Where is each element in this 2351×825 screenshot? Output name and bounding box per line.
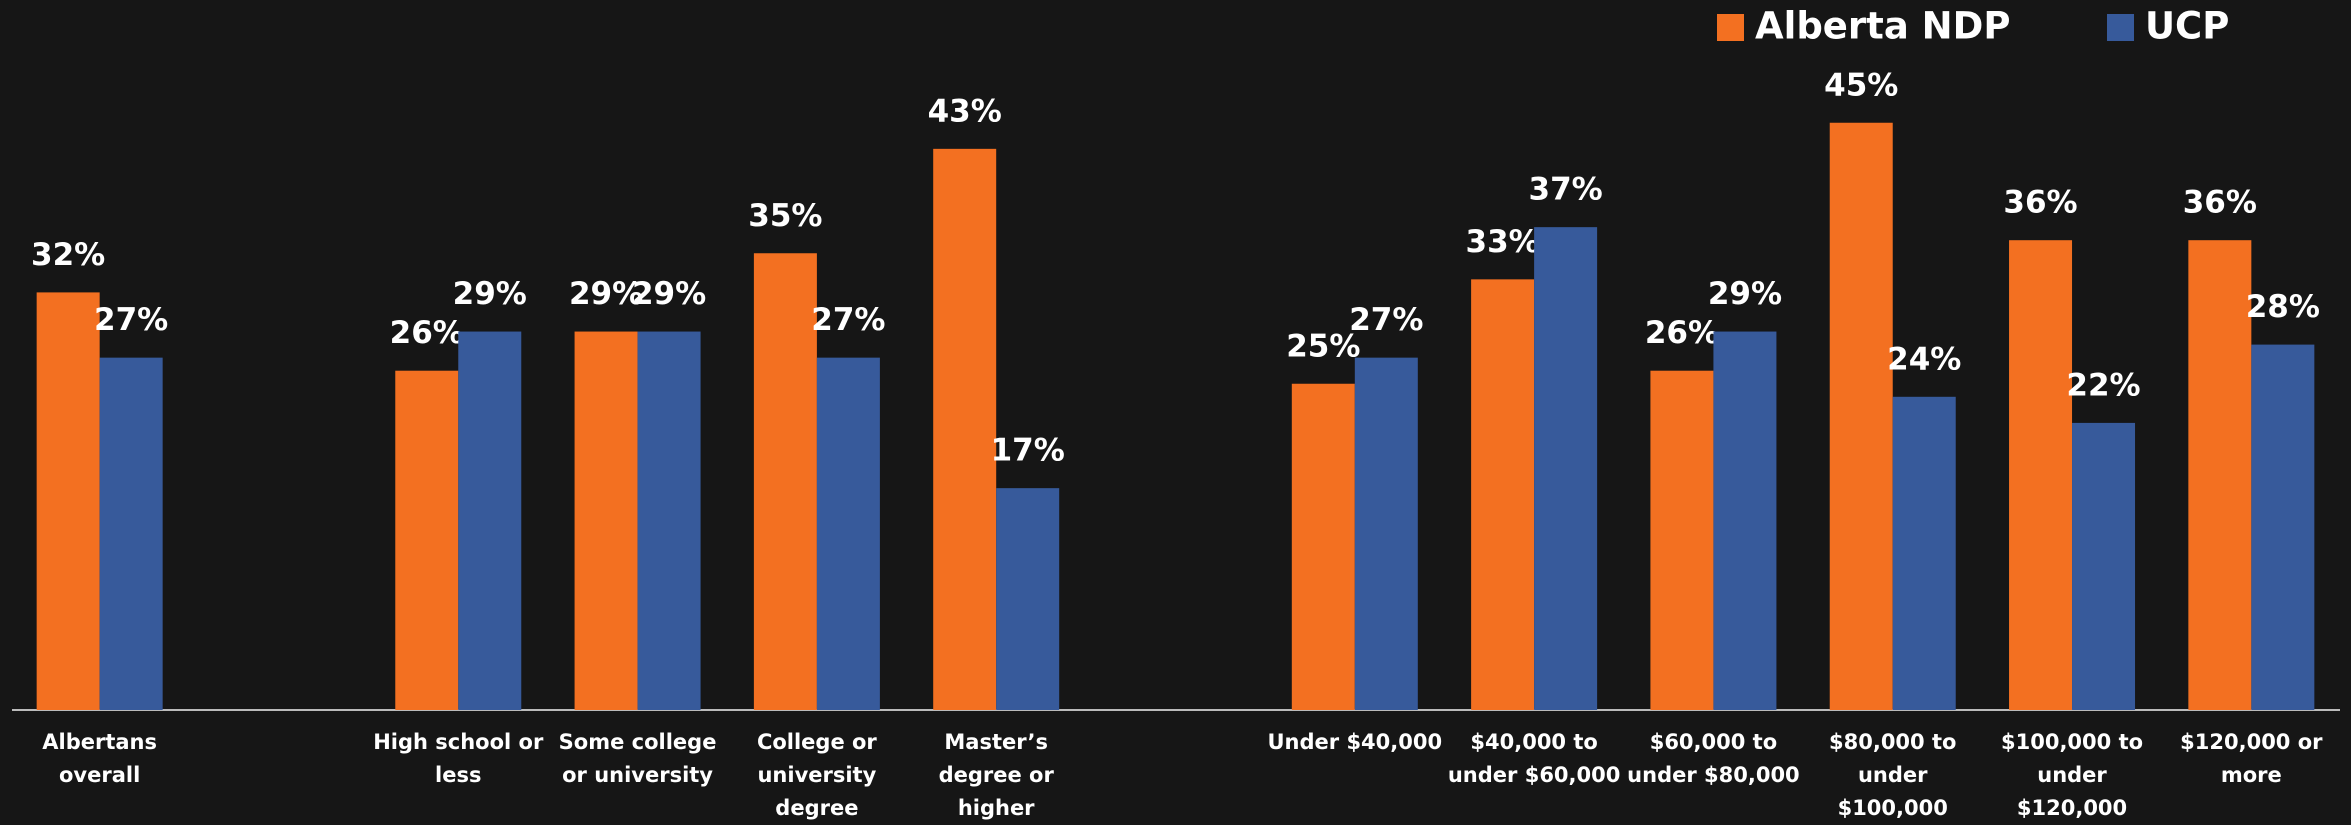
bar bbox=[1650, 370, 1714, 710]
x-tick-label: High school or less bbox=[373, 730, 544, 787]
data-label: 43% bbox=[928, 93, 1002, 129]
legend-label: UCP bbox=[2145, 5, 2229, 48]
bar bbox=[458, 331, 522, 710]
bar bbox=[816, 357, 880, 710]
data-label: 29% bbox=[632, 276, 706, 312]
data-label: 24% bbox=[1887, 341, 1961, 377]
legend-swatch bbox=[1717, 14, 1744, 41]
data-label: 26% bbox=[1645, 315, 1719, 351]
data-label: 29% bbox=[569, 276, 643, 312]
bar bbox=[395, 370, 459, 710]
x-tick-label: $120,000 or more bbox=[2180, 730, 2323, 787]
data-label: 29% bbox=[453, 276, 527, 312]
bar bbox=[1892, 396, 1956, 710]
data-label: 29% bbox=[1708, 276, 1782, 312]
legend-swatch bbox=[2107, 14, 2134, 41]
x-tick-label: Some college or university bbox=[558, 730, 717, 787]
bar bbox=[1354, 357, 1418, 710]
bar bbox=[2188, 240, 2252, 710]
data-label: 36% bbox=[2003, 185, 2077, 221]
data-label: 27% bbox=[94, 302, 168, 338]
data-label: 33% bbox=[1466, 224, 1540, 260]
bar bbox=[2251, 344, 2315, 710]
x-tick-label: $40,000 to under $60,000 bbox=[1447, 730, 1621, 787]
bar bbox=[2072, 422, 2136, 710]
data-label: 32% bbox=[31, 237, 105, 273]
data-label: 22% bbox=[2066, 367, 2140, 403]
data-label: 28% bbox=[2246, 289, 2320, 325]
data-label: 26% bbox=[390, 315, 464, 351]
bar bbox=[933, 148, 997, 711]
data-label: 17% bbox=[991, 433, 1065, 469]
bar bbox=[996, 488, 1060, 710]
data-label: 37% bbox=[1529, 172, 1603, 208]
bar bbox=[36, 292, 100, 710]
legend-label: Alberta NDP bbox=[1755, 5, 2010, 48]
data-label: 35% bbox=[748, 198, 822, 234]
data-label: 27% bbox=[1349, 302, 1423, 338]
bar bbox=[1534, 227, 1598, 710]
bar bbox=[1291, 383, 1355, 710]
bar bbox=[753, 253, 817, 710]
bar bbox=[99, 357, 163, 710]
bar bbox=[637, 331, 701, 710]
x-tick-label: $100,000 to under $120,000 bbox=[2001, 730, 2144, 820]
x-tick-label: $80,000 to under $100,000 bbox=[1829, 730, 1957, 820]
x-tick-label: $60,000 to under $80,000 bbox=[1627, 730, 1800, 787]
x-tick-label: Under $40,000 bbox=[1267, 730, 1443, 754]
data-label: 25% bbox=[1286, 328, 1360, 364]
x-tick-label: Master’s degree or higher bbox=[938, 730, 1054, 820]
bar bbox=[2009, 240, 2073, 710]
bar bbox=[1713, 331, 1777, 710]
bar bbox=[1829, 122, 1893, 710]
data-label: 27% bbox=[811, 302, 885, 338]
x-tick-label: College or university degree bbox=[756, 730, 877, 820]
bar bbox=[574, 331, 638, 710]
data-label: 45% bbox=[1824, 67, 1898, 103]
x-tick-label: Albertans overall bbox=[42, 730, 158, 787]
data-label: 36% bbox=[2183, 185, 2257, 221]
bar bbox=[1471, 279, 1535, 710]
